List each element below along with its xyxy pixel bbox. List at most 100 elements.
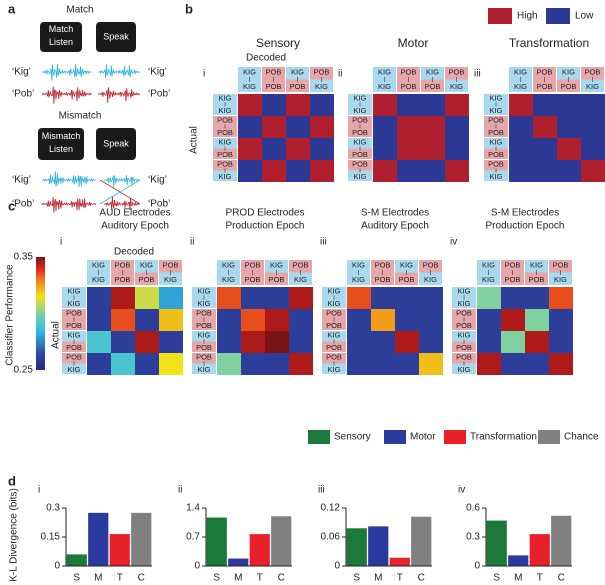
condition-top xyxy=(62,331,86,342)
matrix-cell xyxy=(395,287,419,309)
condition-word: POB xyxy=(115,260,131,269)
condition-bottom xyxy=(525,272,548,285)
condition-top xyxy=(557,67,580,80)
condition-bottom xyxy=(217,272,240,285)
condition-top xyxy=(213,94,237,105)
condition-word: KIG xyxy=(482,275,495,284)
subpanel-title: PROD Electrodes xyxy=(226,208,305,219)
condition-bottom xyxy=(62,297,86,308)
condition-top xyxy=(265,260,288,273)
bar xyxy=(346,528,367,566)
matrix-cell xyxy=(310,116,334,138)
word-label: ‘Kig’ xyxy=(148,175,167,186)
condition-word: POB xyxy=(561,82,577,91)
condition-bottom xyxy=(289,272,312,285)
condition-word: KIG xyxy=(92,260,105,269)
condition-bottom xyxy=(310,79,333,92)
condition-top xyxy=(421,67,444,80)
condition-bottom xyxy=(192,363,216,374)
matrix-cell xyxy=(159,287,183,309)
bar xyxy=(486,520,507,566)
matrix-cell xyxy=(509,138,533,160)
match-title: Match xyxy=(66,5,93,16)
matrix-cell xyxy=(265,353,289,375)
bar xyxy=(249,534,270,566)
condition-top xyxy=(348,160,372,171)
decoded-label: Decoded xyxy=(114,247,154,258)
condition-bottom xyxy=(484,104,508,115)
matrix-cell xyxy=(581,116,605,138)
condition-top xyxy=(111,260,134,273)
matrix-cell xyxy=(581,138,605,160)
x-tick-label: T xyxy=(117,573,123,584)
panel-label: a xyxy=(8,1,16,16)
condition-word: KIG xyxy=(354,94,367,103)
condition-word: POB xyxy=(217,160,233,169)
condition-word: KIG xyxy=(328,287,341,296)
condition-bottom xyxy=(395,272,418,285)
legend-swatch xyxy=(546,8,570,24)
matrix-cell xyxy=(525,309,549,331)
matrix-cell xyxy=(87,309,111,331)
condition-top xyxy=(217,260,240,273)
x-tick-label: S xyxy=(213,573,220,584)
legend-swatch xyxy=(384,430,406,444)
cross-line xyxy=(99,179,141,205)
condition-word: KIG xyxy=(458,331,471,340)
matrix-cell xyxy=(241,353,265,375)
condition-word: POB xyxy=(423,260,439,269)
matrix-cell xyxy=(87,331,111,353)
matrix-cell xyxy=(397,160,421,182)
matrix-cell xyxy=(557,138,581,160)
matrix-cell xyxy=(289,287,313,309)
matrix-cell xyxy=(217,309,241,331)
condition-bottom xyxy=(62,341,86,352)
subpanel-title: Production Epoch xyxy=(226,221,305,232)
condition-word: KIG xyxy=(222,260,235,269)
matrix-cell xyxy=(262,160,286,182)
x-tick-label: M xyxy=(94,573,102,584)
matrix-cell xyxy=(310,138,334,160)
matrix-cell xyxy=(265,331,289,353)
condition-bottom xyxy=(62,319,86,330)
condition-word: POB xyxy=(537,67,553,76)
condition-word: POB xyxy=(585,67,601,76)
condition-word: POB xyxy=(425,82,441,91)
bar xyxy=(131,512,152,566)
condition-word: KIG xyxy=(198,287,211,296)
condition-word: POB xyxy=(375,260,391,269)
condition-bottom xyxy=(484,126,508,137)
y-tick-label: 1.4 xyxy=(186,503,200,514)
condition-bottom xyxy=(373,79,396,92)
condition-word: KIG xyxy=(458,287,471,296)
condition-top xyxy=(397,67,420,80)
actual-label: Actual xyxy=(51,321,62,349)
condition-word: KIG xyxy=(198,331,211,340)
word-label: ‘Pob’ xyxy=(148,89,170,100)
actual-label: Actual xyxy=(189,126,200,154)
condition-bottom xyxy=(238,79,261,92)
y-axis-label: K-L Divergence (bits) xyxy=(9,488,20,582)
condition-word: KIG xyxy=(562,67,575,76)
legend-label: Sensory xyxy=(334,432,371,443)
word-label: ‘Kig’ xyxy=(148,67,167,78)
matrix-cell xyxy=(241,331,265,353)
condition-word: POB xyxy=(266,82,282,91)
matrix-cell xyxy=(159,309,183,331)
legend-label: High xyxy=(517,11,538,22)
condition-word: POB xyxy=(196,309,212,318)
matrix-cell xyxy=(549,353,573,375)
condition-top xyxy=(289,260,312,273)
x-tick-label: T xyxy=(257,573,263,584)
matrix-cell xyxy=(262,94,286,116)
condition-top xyxy=(192,287,216,298)
word-label: ‘Pob’ xyxy=(148,199,170,210)
waveforms xyxy=(41,63,141,213)
subpanel-numeral: i xyxy=(203,69,205,80)
subpanel-numeral: i xyxy=(60,237,62,248)
condition-top xyxy=(62,309,86,320)
matrix-cell xyxy=(419,331,443,353)
condition-word: POB xyxy=(66,353,82,362)
bar xyxy=(551,515,572,566)
condition-word: KIG xyxy=(586,82,599,91)
